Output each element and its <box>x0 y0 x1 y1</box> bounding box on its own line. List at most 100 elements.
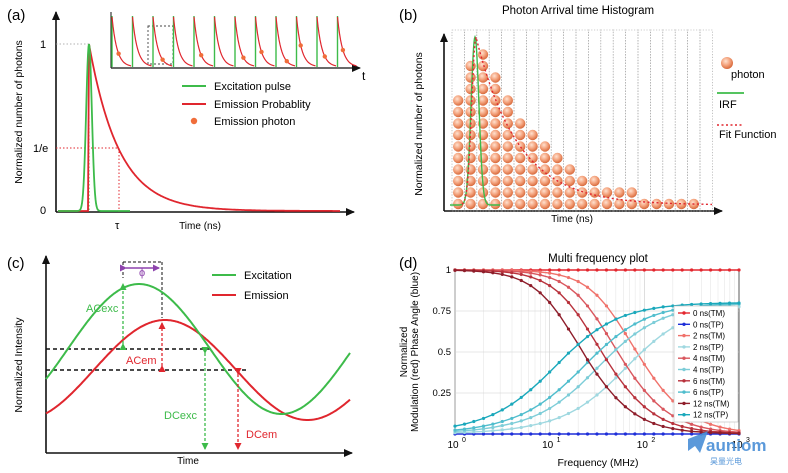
legend-label: 4 ns(TP) <box>693 366 724 375</box>
photon-ball <box>490 187 501 198</box>
photon-ball <box>465 187 476 198</box>
legend-swatch-dot <box>682 413 686 417</box>
histogram-bin <box>699 29 713 212</box>
photon-ball <box>477 72 489 83</box>
ac-exc-label: ACexc <box>86 303 119 315</box>
photon-ball <box>527 152 538 164</box>
series-point <box>519 272 523 277</box>
series-point <box>481 416 486 421</box>
photon-ball <box>515 187 526 198</box>
series-point <box>623 268 628 272</box>
x-tick-exponent: 2 <box>651 437 655 444</box>
series-point <box>690 432 694 436</box>
inset-photon <box>199 52 204 58</box>
series-point <box>718 301 722 305</box>
series-point <box>727 301 732 305</box>
photon-ball <box>490 164 501 175</box>
photon-ball <box>552 198 563 210</box>
photon-ball <box>639 198 650 210</box>
series-point <box>737 431 741 436</box>
photon-ball <box>453 106 464 118</box>
series-point <box>548 275 552 280</box>
series-point <box>462 422 467 426</box>
inset-photon <box>322 54 327 59</box>
panel-b-y-label: Normalized number of photons <box>413 52 425 196</box>
y-tick-label: 1 <box>446 265 451 276</box>
d-y-label-line1: Normalized <box>399 327 410 378</box>
series-point <box>642 417 646 422</box>
series-point <box>671 399 675 403</box>
series-point <box>557 273 561 277</box>
series-point <box>614 268 618 272</box>
photon-ball <box>477 95 489 106</box>
series-point <box>652 268 656 272</box>
series-point <box>661 424 665 429</box>
histogram-bin <box>637 29 651 212</box>
histogram-bin <box>526 29 540 212</box>
series-point <box>604 322 609 326</box>
series-point <box>642 268 646 272</box>
series-point <box>557 291 561 295</box>
series-point <box>699 430 703 434</box>
histogram-bin <box>600 29 614 212</box>
series-point <box>529 388 533 392</box>
photon-ball <box>527 187 538 198</box>
series-point <box>481 424 486 428</box>
series-point <box>652 399 656 403</box>
x-tick-label: 10 <box>637 440 649 451</box>
photon-ball <box>490 72 501 83</box>
series-point <box>566 275 571 280</box>
series-point <box>690 268 694 272</box>
series-point <box>557 388 561 392</box>
panel-b: (b) Photon Arrival time Histogram Normal… <box>399 5 776 225</box>
series-point <box>690 422 694 426</box>
panel-a-legend: Excitation pulse Emission Probablity Emi… <box>182 81 311 128</box>
photon-ball <box>626 187 637 198</box>
series-point <box>453 424 457 428</box>
photon-ball <box>465 60 476 72</box>
series-point <box>680 428 684 432</box>
photon-ball <box>477 164 489 175</box>
series-point <box>708 302 713 306</box>
photon-ball <box>564 164 575 175</box>
emission-probability-curve <box>58 43 340 212</box>
series-point <box>491 429 495 433</box>
series-point <box>576 342 580 347</box>
tick-zero: 0 <box>40 205 46 217</box>
series-point <box>614 396 618 400</box>
legend-swatch-dot <box>682 379 686 383</box>
inset-decay <box>336 16 357 67</box>
series-point <box>529 283 533 288</box>
series-point <box>623 332 628 336</box>
series-point <box>548 271 552 275</box>
series-point <box>557 360 561 365</box>
histogram-bin <box>488 29 502 212</box>
photon-ball <box>502 106 513 118</box>
series-point <box>690 429 694 433</box>
photon-ball <box>465 129 476 141</box>
inset-highlight-box <box>147 25 174 65</box>
series-point <box>633 396 637 400</box>
legend-irf: IRF <box>719 99 737 111</box>
series-point <box>510 421 514 426</box>
legend-excitation: Excitation <box>244 270 292 282</box>
series-point <box>642 362 646 366</box>
photon-ball <box>601 187 613 198</box>
series-point <box>623 385 628 389</box>
photon-ball <box>477 187 489 198</box>
logo-subtext: 昊量光电 <box>710 456 742 466</box>
series-point <box>661 388 665 392</box>
photon-ball <box>490 175 501 187</box>
series-point <box>671 421 675 426</box>
series-point <box>529 408 533 412</box>
series-point <box>718 431 722 435</box>
histogram-bin <box>588 29 602 212</box>
photon-ball <box>601 198 613 210</box>
series-point <box>519 413 523 417</box>
histogram-bin <box>650 29 664 212</box>
photon-ball <box>589 198 600 210</box>
series-point <box>548 395 552 400</box>
photon-ball <box>477 106 489 118</box>
panel-c-x-label: Time <box>177 456 199 467</box>
series-point <box>453 268 457 272</box>
